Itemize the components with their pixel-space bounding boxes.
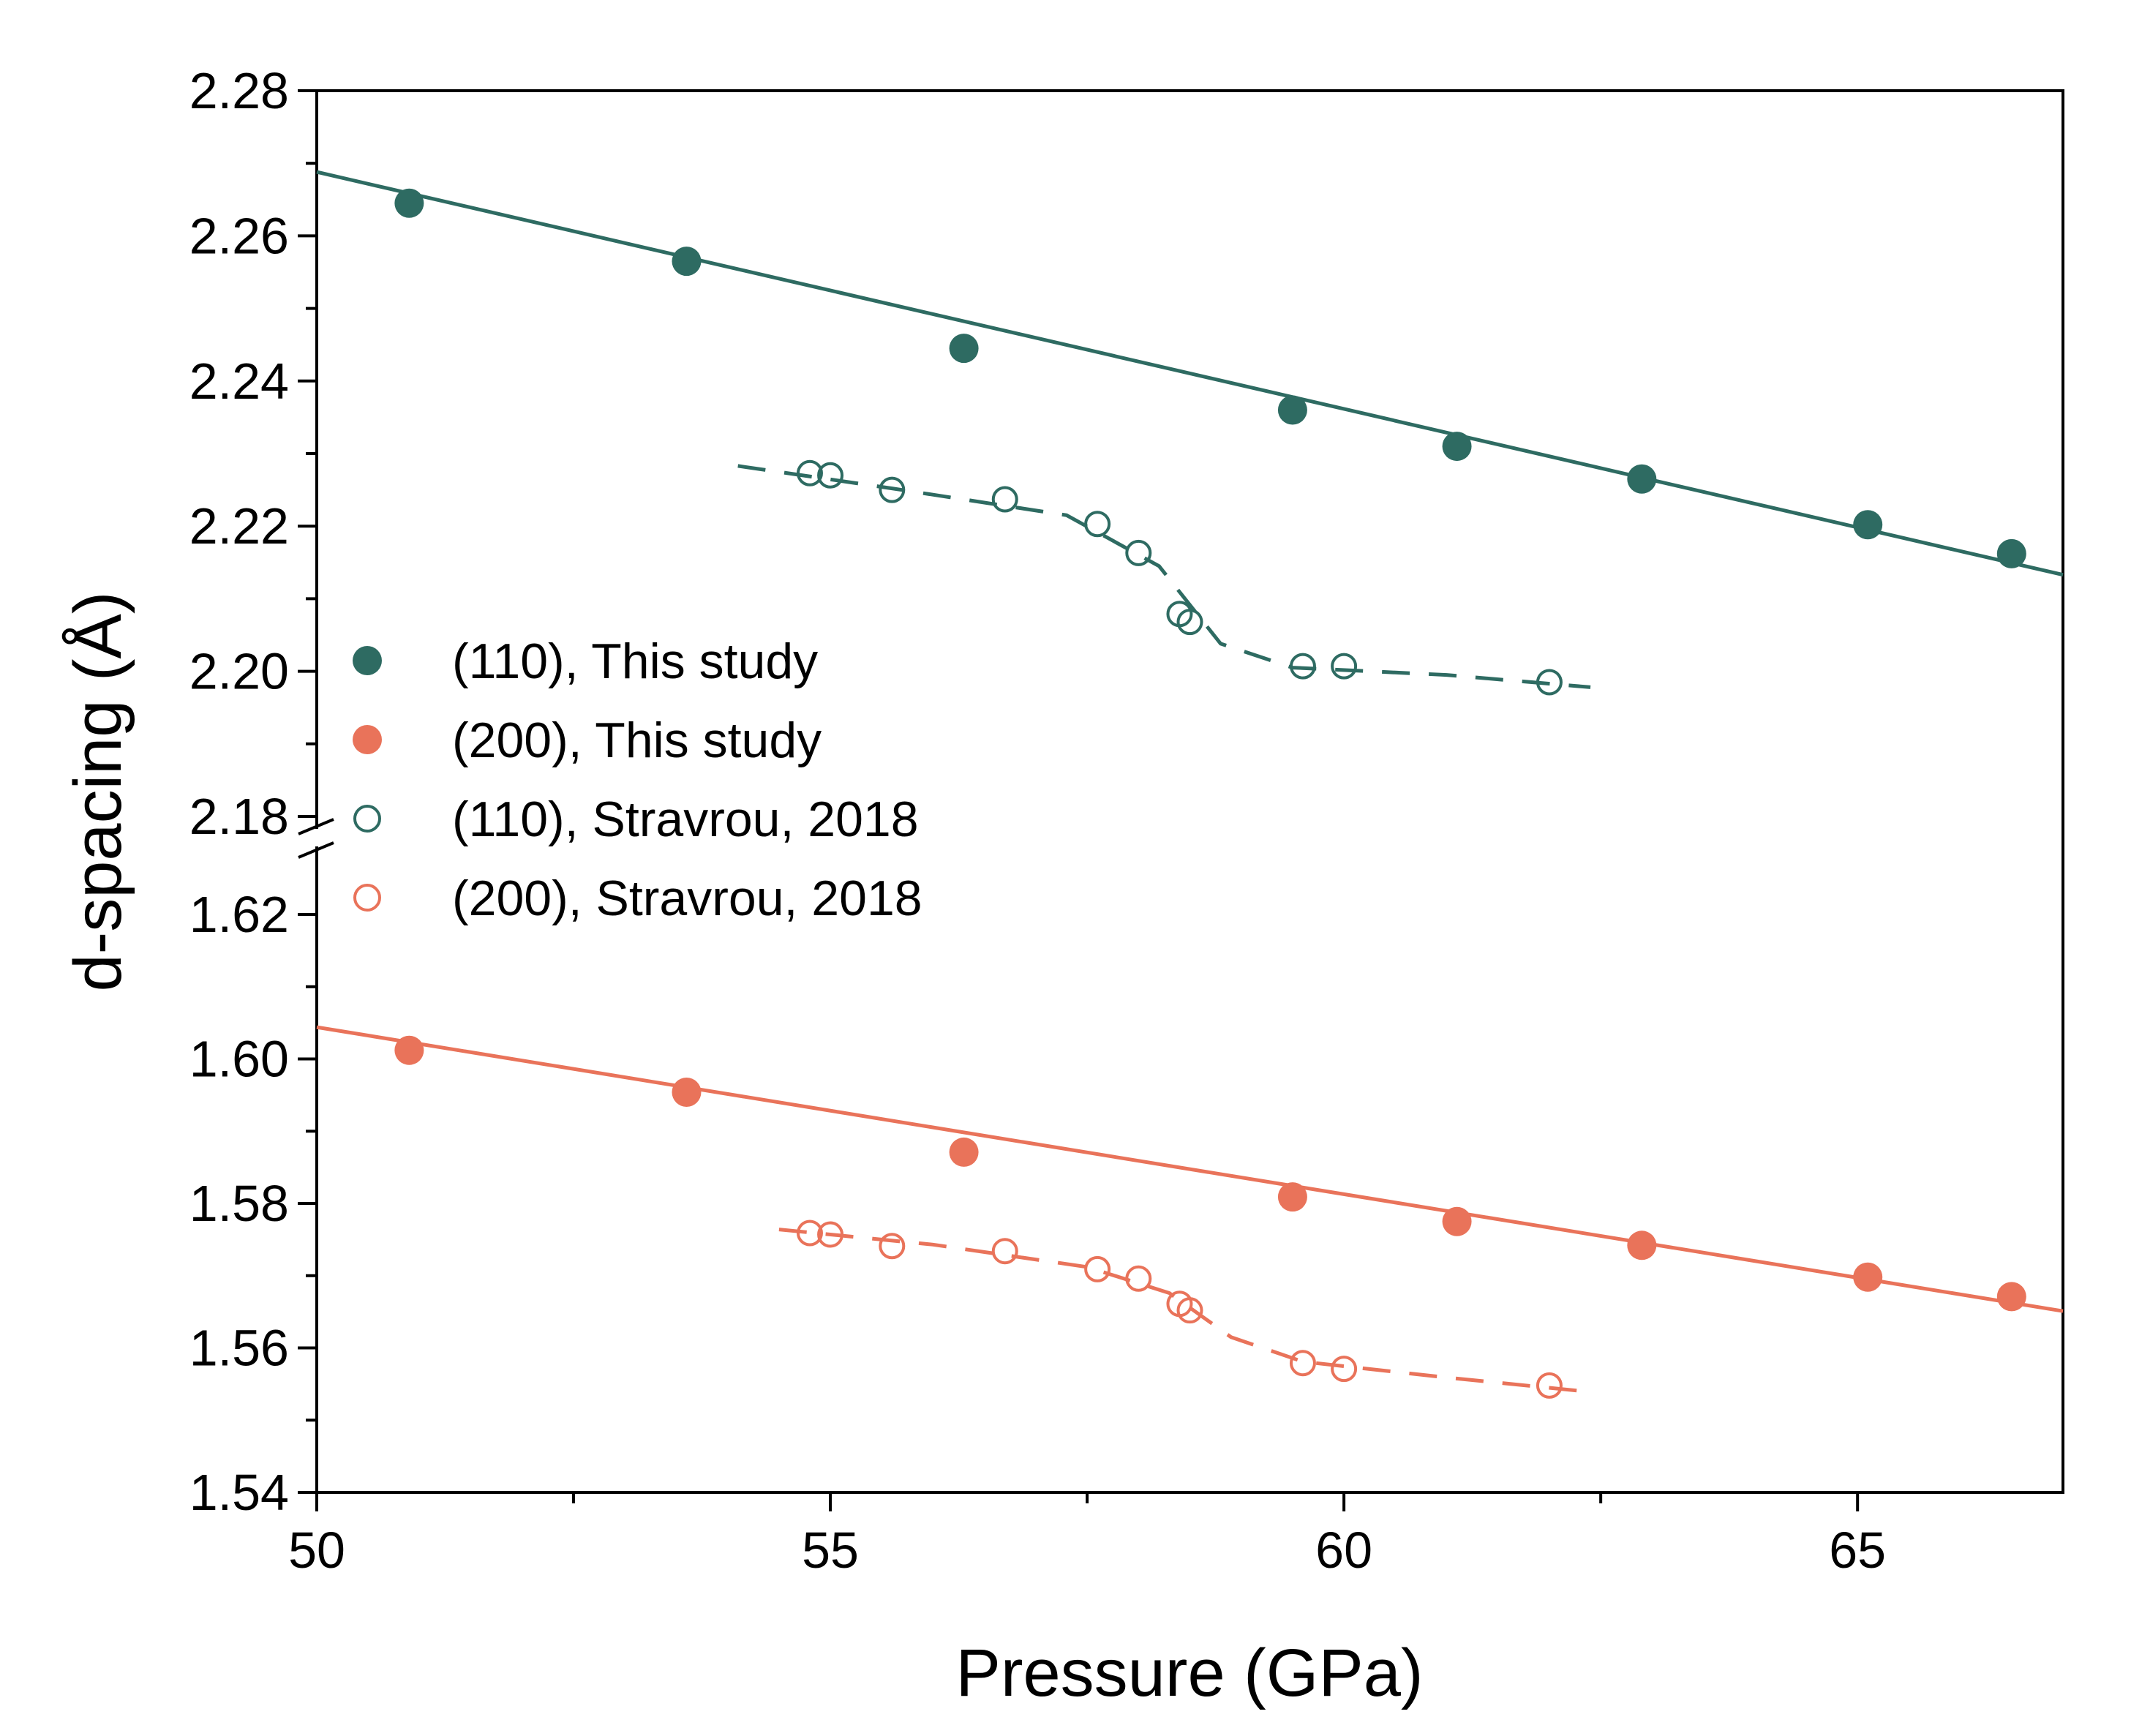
y-tick-label-upper: 2.18 bbox=[189, 788, 289, 845]
data-point-series-4 bbox=[1084, 1255, 1111, 1282]
data-point-series-3 bbox=[1289, 653, 1316, 680]
data-point-series-2 bbox=[1442, 1206, 1472, 1236]
data-point-series-1 bbox=[1442, 432, 1472, 462]
axis-break-marker bbox=[298, 818, 334, 859]
y-tick-label-lower: 1.56 bbox=[189, 1320, 289, 1377]
x-tick-label: 50 bbox=[288, 1522, 345, 1579]
data-point-series-3 bbox=[991, 486, 1018, 513]
data-point-series-1 bbox=[394, 188, 424, 218]
plot-area bbox=[315, 89, 2064, 1494]
fit-line-series-1 bbox=[316, 170, 2064, 577]
data-point-series-2 bbox=[672, 1077, 702, 1107]
data-point-series-4 bbox=[991, 1238, 1018, 1265]
y-tick-label-lower: 1.58 bbox=[189, 1175, 289, 1232]
y-tick-label-upper: 2.28 bbox=[189, 62, 289, 119]
data-point-series-1 bbox=[672, 247, 702, 277]
legend-label-series-3: (110), Stravrou, 2018 bbox=[452, 792, 919, 847]
data-point-series-2 bbox=[949, 1137, 979, 1167]
data-point-series-4 bbox=[1289, 1350, 1316, 1377]
legend-marker-series-2 bbox=[353, 725, 382, 754]
y-axis-ticks: 2.18 2.20 2.22 2.24 2.26 2.28 1.54 1.56 1.58 1.60… bbox=[189, 62, 317, 1521]
data-point-series-2 bbox=[1277, 1182, 1307, 1212]
y-axis-label: d-spacing (Å) bbox=[61, 591, 135, 991]
data-point-series-4 bbox=[879, 1233, 906, 1260]
data-point-series-1 bbox=[1853, 510, 1883, 540]
y-tick-label-upper: 2.20 bbox=[189, 643, 289, 700]
data-point-series-3 bbox=[879, 476, 906, 503]
data-point-series-4 bbox=[1125, 1265, 1152, 1292]
y-tick-label-upper: 2.24 bbox=[189, 353, 289, 410]
legend-label-series-2: (200), This study bbox=[452, 713, 822, 768]
y-tick-label-lower: 1.62 bbox=[189, 886, 289, 943]
legend-marker-series-3 bbox=[353, 805, 381, 833]
data-markers bbox=[394, 188, 2026, 1399]
x-tick-label: 55 bbox=[802, 1522, 859, 1579]
data-point-series-4 bbox=[1331, 1356, 1358, 1383]
data-point-series-1 bbox=[1277, 395, 1307, 425]
data-point-series-2 bbox=[1853, 1262, 1883, 1292]
data-point-series-1 bbox=[1996, 538, 2026, 568]
data-point-series-3 bbox=[1084, 511, 1111, 538]
legend-label-series-1: (110), This study bbox=[452, 634, 818, 689]
data-point-series-3 bbox=[1536, 669, 1563, 696]
data-point-series-4 bbox=[796, 1220, 823, 1247]
data-point-series-4 bbox=[1536, 1372, 1563, 1399]
data-point-series-2 bbox=[1996, 1282, 2026, 1312]
x-tick-label: 65 bbox=[1829, 1522, 1886, 1579]
data-point-series-1 bbox=[949, 334, 979, 364]
data-point-series-4 bbox=[817, 1221, 844, 1248]
data-point-series-2 bbox=[394, 1035, 424, 1065]
legend: (110), This study (200), This study (110),… bbox=[353, 634, 922, 926]
axis-break-slash-lower bbox=[298, 841, 334, 859]
y-tick-label-lower: 1.54 bbox=[189, 1464, 289, 1521]
data-point-series-3 bbox=[1331, 653, 1358, 680]
y-tick-label-upper: 2.22 bbox=[189, 497, 289, 555]
axis-break-gap bbox=[307, 829, 326, 846]
y-tick-label-lower: 1.60 bbox=[189, 1031, 289, 1088]
data-point-series-3 bbox=[1176, 609, 1203, 636]
plot-frame bbox=[315, 89, 2064, 1494]
x-tick-label: 60 bbox=[1315, 1522, 1372, 1579]
data-point-series-4 bbox=[1176, 1297, 1203, 1324]
data-point-series-1 bbox=[1627, 464, 1657, 494]
axis-break-slash-upper bbox=[298, 818, 334, 835]
fit-line-series-3 bbox=[737, 464, 1591, 689]
legend-label-series-4: (200), Stravrou, 2018 bbox=[452, 871, 922, 926]
data-point-series-3 bbox=[1125, 539, 1152, 566]
data-point-series-2 bbox=[1627, 1230, 1657, 1260]
x-axis-label: Pressure (GPa) bbox=[955, 1636, 1423, 1710]
fit-line-series-2 bbox=[316, 1025, 2064, 1313]
data-point-series-3 bbox=[817, 462, 844, 489]
x-axis-ticks: 50 55 60 65 bbox=[288, 1492, 1886, 1579]
data-point-series-3 bbox=[796, 459, 823, 486]
legend-marker-series-4 bbox=[353, 884, 381, 912]
legend-marker-series-1 bbox=[353, 646, 382, 675]
y-tick-label-upper: 2.26 bbox=[189, 207, 289, 264]
